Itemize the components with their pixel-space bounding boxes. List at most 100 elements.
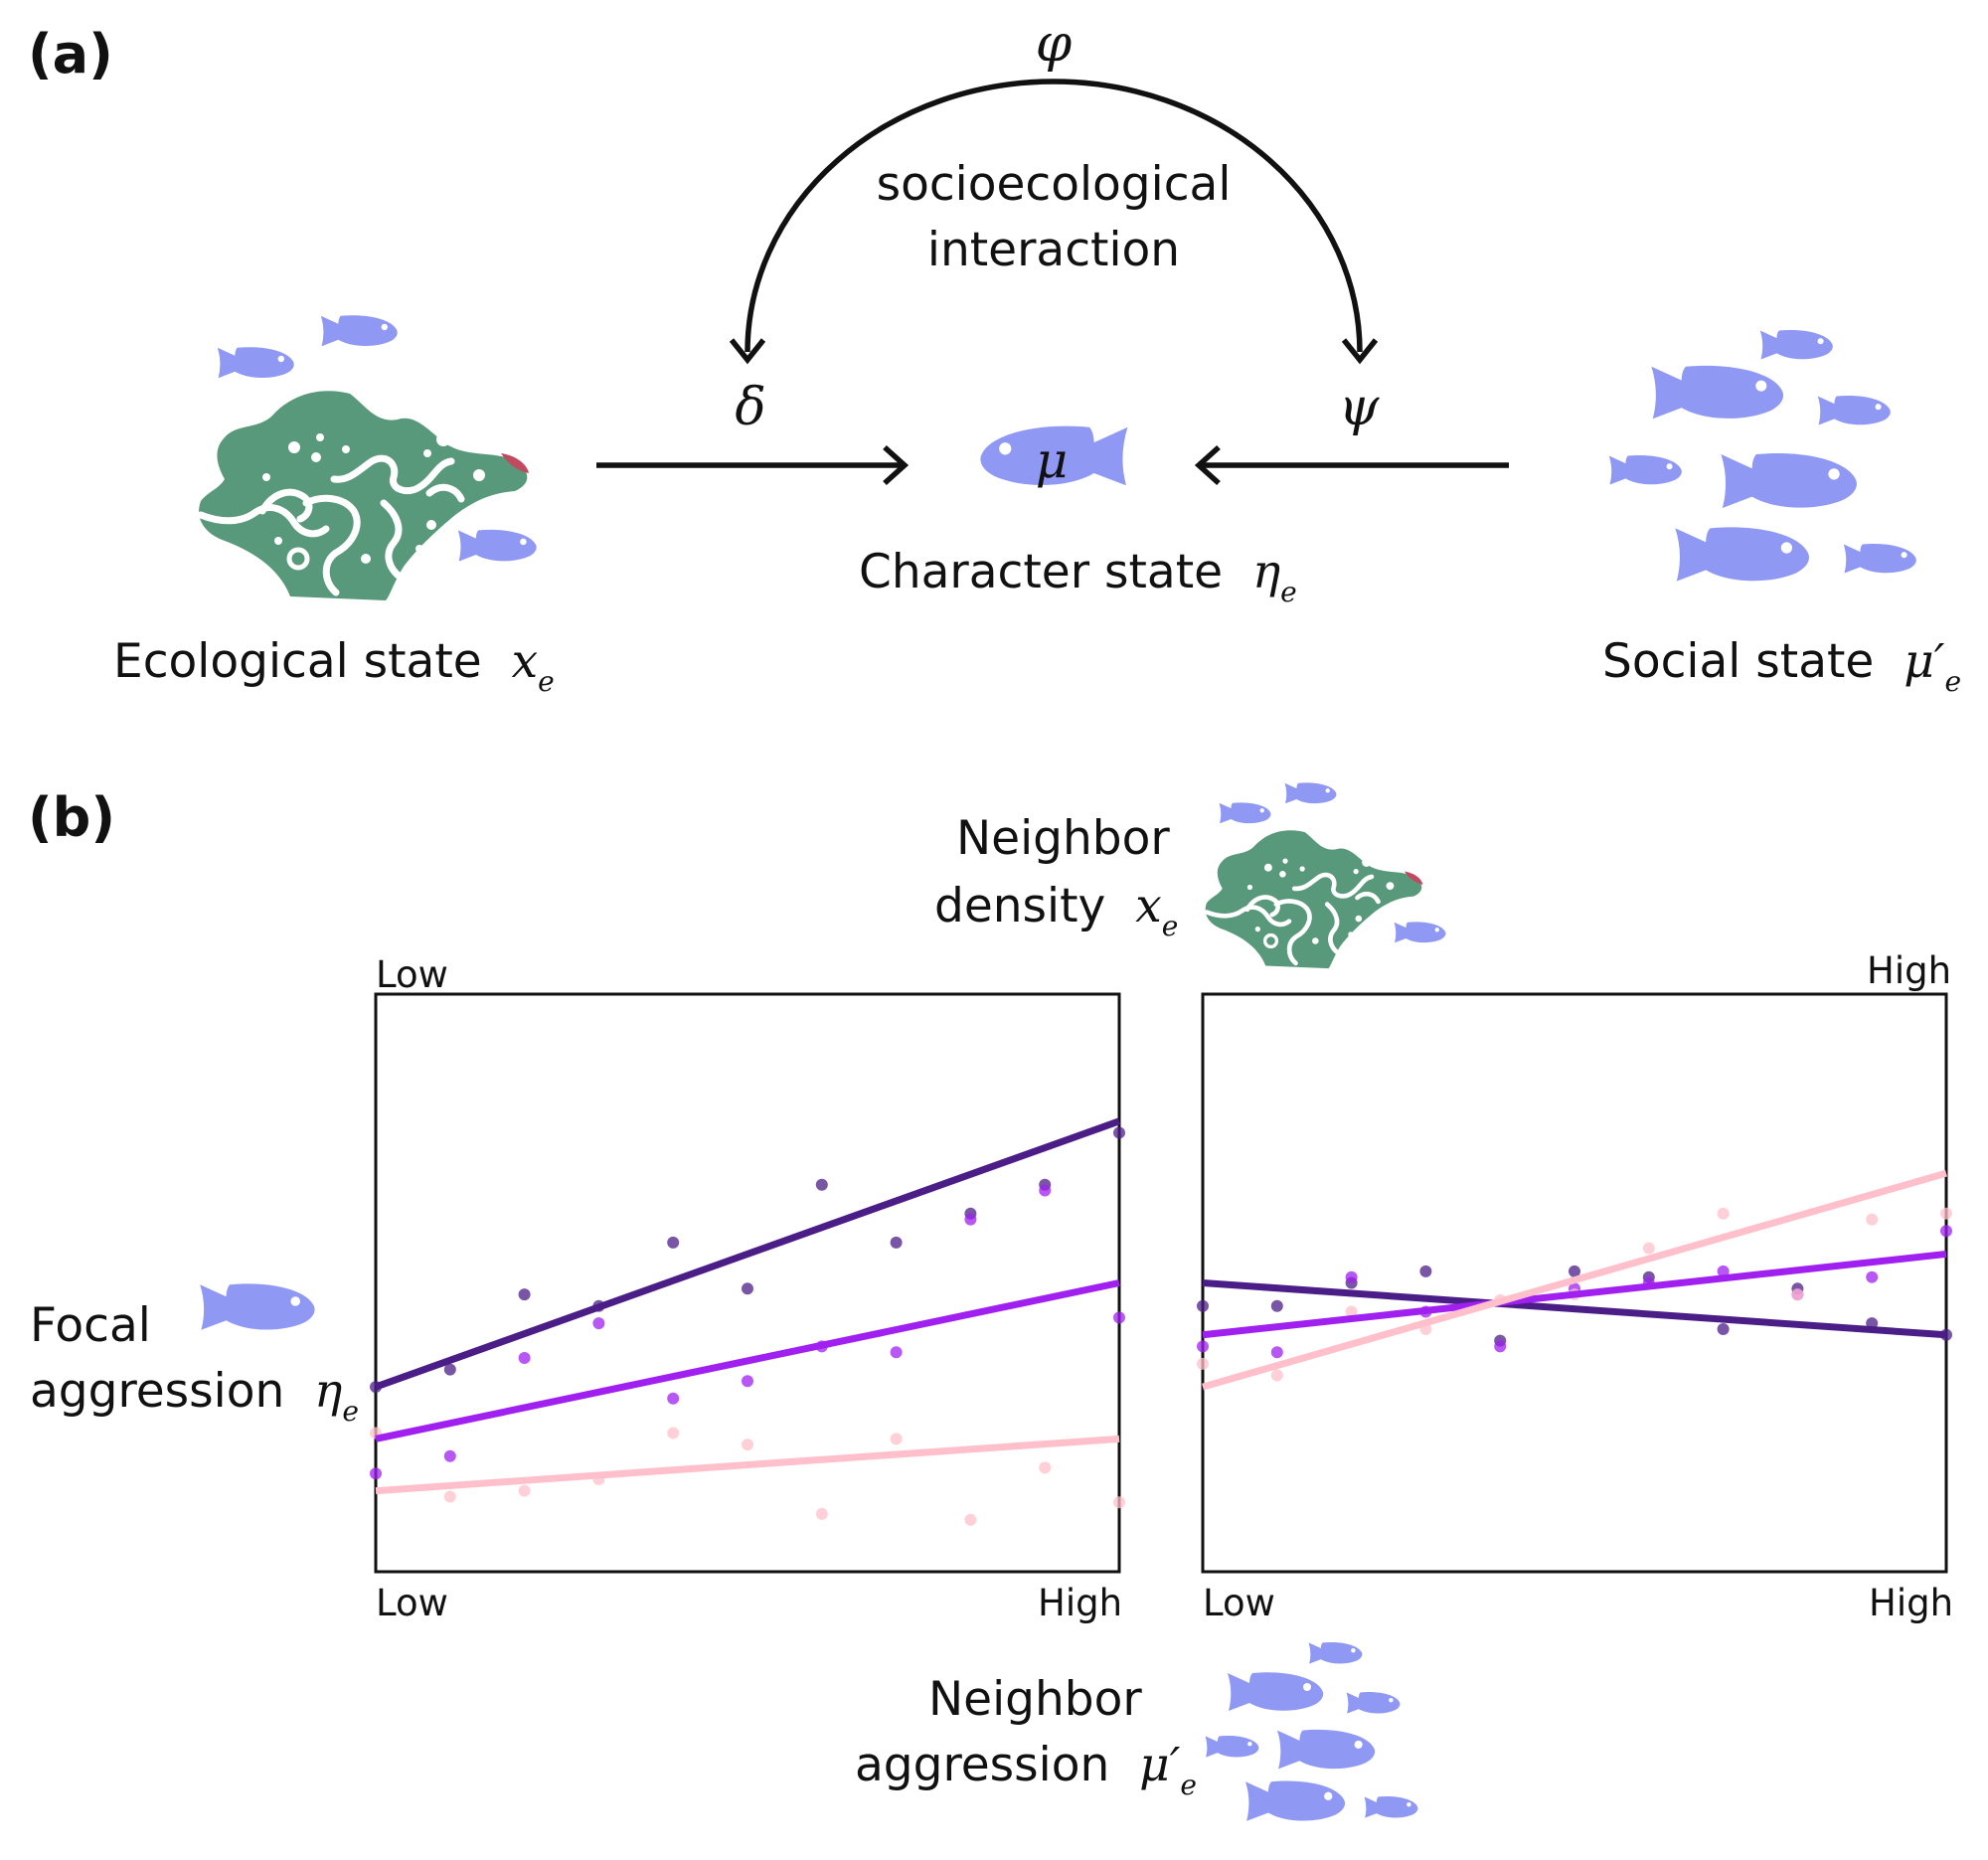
right-plot-x-high-label: High bbox=[1869, 1582, 1954, 1624]
right-fit-line-mid bbox=[1202, 1250, 1947, 1339]
right-plot-density-label: High bbox=[1867, 949, 1952, 992]
right-point-light-2 bbox=[1345, 1305, 1358, 1318]
left-point-mid-7 bbox=[890, 1346, 903, 1359]
left-point-light-9 bbox=[1039, 1461, 1052, 1474]
neighbor-density-symbol: x bbox=[1135, 879, 1162, 933]
right-point-mid-1 bbox=[1270, 1346, 1283, 1359]
right-point-light-8 bbox=[1791, 1288, 1804, 1301]
left-point-mid-5 bbox=[742, 1375, 753, 1388]
interaction-label-line1: socioecological bbox=[876, 157, 1232, 212]
psi-symbol: ψ bbox=[1338, 378, 1380, 437]
ecological-state-text: Ecological state bbox=[113, 634, 482, 689]
neighbor-aggression-line2: aggression μ′e bbox=[855, 1742, 1197, 1799]
left-point-dark-2 bbox=[518, 1288, 531, 1301]
character-state-text: Character state bbox=[859, 545, 1224, 599]
left-point-dark-1 bbox=[443, 1363, 456, 1376]
left-point-light-10 bbox=[1113, 1496, 1125, 1509]
right-plot-x-low-label: Low bbox=[1203, 1582, 1275, 1624]
social-state-subscript: e bbox=[1944, 665, 1962, 698]
left-point-dark-10 bbox=[1113, 1126, 1125, 1139]
left-point-light-8 bbox=[964, 1513, 977, 1526]
mu-symbol: μ bbox=[1035, 431, 1069, 489]
left-point-light-5 bbox=[742, 1438, 753, 1451]
left-point-mid-8 bbox=[964, 1213, 977, 1226]
phi-symbol: φ bbox=[1035, 14, 1073, 74]
neighbor-density-line2: density xe bbox=[934, 883, 1178, 940]
right-point-mid-9 bbox=[1866, 1270, 1879, 1283]
socioecological-arc bbox=[729, 79, 1379, 365]
left-point-dark-5 bbox=[742, 1282, 753, 1295]
panel-b-label: (b) bbox=[28, 786, 116, 849]
left-fit-line-mid bbox=[375, 1279, 1120, 1442]
character-state-subscript: e bbox=[1280, 576, 1297, 608]
right-point-light-0 bbox=[1197, 1357, 1209, 1370]
focal-aggression-line2: aggression ηe bbox=[30, 1368, 359, 1426]
plot-low-density bbox=[370, 992, 1125, 1574]
ecological-state-label: Ecological state xe bbox=[113, 638, 555, 696]
social-state-symbol: μ′ bbox=[1904, 634, 1945, 689]
plot-high-density bbox=[1197, 992, 1952, 1574]
left-point-mid-4 bbox=[667, 1392, 680, 1405]
right-point-mid-4 bbox=[1494, 1340, 1507, 1353]
neighbor-density-subscript: e bbox=[1161, 910, 1179, 942]
neighbor-aggression-text: aggression bbox=[855, 1738, 1110, 1792]
left-point-mid-0 bbox=[370, 1467, 382, 1480]
focal-aggression-line1: Focal bbox=[30, 1298, 151, 1353]
left-point-light-7 bbox=[890, 1433, 903, 1445]
delta-symbol: δ bbox=[735, 378, 766, 437]
right-point-dark-7 bbox=[1717, 1322, 1730, 1335]
ecological-state-symbol: x bbox=[511, 634, 539, 689]
neighbor-aggression-illustration bbox=[1205, 1641, 1418, 1821]
left-plot-density-label: Low bbox=[376, 953, 448, 996]
left-fit-line-light bbox=[375, 1435, 1120, 1495]
right-point-light-7 bbox=[1717, 1207, 1730, 1220]
left-point-mid-1 bbox=[443, 1449, 456, 1462]
psi-arrow bbox=[1194, 444, 1509, 486]
neighbor-density-line1: Neighbor bbox=[956, 811, 1170, 866]
left-point-dark-4 bbox=[667, 1236, 680, 1249]
left-point-mid-3 bbox=[592, 1317, 605, 1330]
right-point-light-9 bbox=[1866, 1213, 1879, 1226]
right-point-dark-1 bbox=[1270, 1299, 1283, 1312]
right-point-dark-5 bbox=[1569, 1265, 1580, 1277]
left-fit-line-dark bbox=[374, 1117, 1121, 1391]
social-state-illustration bbox=[1608, 330, 1916, 582]
character-state-symbol: η bbox=[1251, 545, 1281, 599]
focal-aggression-subscript: e bbox=[342, 1395, 359, 1428]
left-point-light-2 bbox=[518, 1484, 531, 1497]
left-point-mid-9 bbox=[1039, 1184, 1052, 1197]
right-point-light-10 bbox=[1940, 1207, 1952, 1220]
right-fit-line-dark bbox=[1202, 1279, 1947, 1339]
right-point-mid-2 bbox=[1345, 1270, 1358, 1283]
focal-aggression-symbol: η bbox=[314, 1364, 343, 1419]
neighbor-density-text: density bbox=[934, 879, 1106, 933]
left-point-dark-6 bbox=[815, 1178, 828, 1191]
neighbor-aggression-symbol: μ′ bbox=[1139, 1738, 1181, 1792]
left-point-light-6 bbox=[815, 1507, 828, 1520]
neighbor-density-illustration bbox=[1206, 782, 1446, 968]
social-state-label: Social state μ′e bbox=[1602, 638, 1961, 696]
right-point-light-6 bbox=[1642, 1242, 1655, 1255]
delta-arrow bbox=[596, 444, 910, 486]
panel-a-label: (a) bbox=[28, 23, 113, 85]
interaction-label-line2: interaction bbox=[926, 223, 1181, 277]
left-point-dark-7 bbox=[890, 1236, 903, 1249]
right-point-mid-0 bbox=[1197, 1340, 1209, 1353]
ecological-state-subscript: e bbox=[538, 665, 555, 698]
left-point-mid-10 bbox=[1113, 1311, 1125, 1324]
left-plot-x-low-label: Low bbox=[376, 1582, 448, 1624]
right-fit-line-light bbox=[1202, 1169, 1947, 1391]
character-state-label: Character state ηe bbox=[859, 549, 1297, 606]
focal-aggression-illustration bbox=[200, 1283, 315, 1330]
ecological-state-illustration bbox=[199, 315, 537, 600]
neighbor-aggression-line1: Neighbor bbox=[928, 1672, 1142, 1727]
social-state-text: Social state bbox=[1602, 634, 1875, 689]
left-plot-x-high-label: High bbox=[1038, 1582, 1123, 1624]
left-point-light-4 bbox=[667, 1427, 680, 1439]
right-point-light-1 bbox=[1270, 1369, 1283, 1382]
right-point-dark-3 bbox=[1419, 1265, 1432, 1277]
right-point-dark-0 bbox=[1197, 1299, 1209, 1312]
left-point-light-1 bbox=[443, 1490, 456, 1503]
left-point-mid-2 bbox=[518, 1352, 531, 1365]
